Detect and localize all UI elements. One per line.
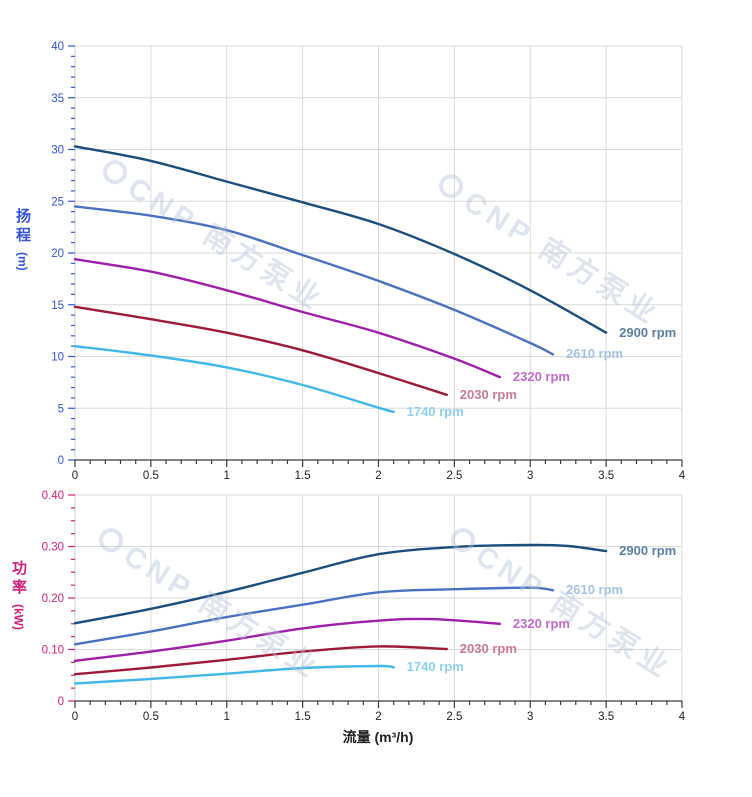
power-axis-title: 功率 (kW) — [8, 560, 29, 630]
power-curve-label-2610rpm: 2610 rpm — [566, 582, 624, 598]
power-curve-label-2320rpm: 2320 rpm — [512, 615, 570, 631]
head-ticks — [68, 45, 683, 467]
power-ytick-0.40: 0.40 — [42, 490, 64, 502]
head-xtick-2: 2 — [375, 470, 381, 482]
head-ytick-40: 40 — [51, 41, 64, 53]
head-curve-label-1740rpm: 1740 rpm — [406, 403, 464, 419]
power-ytick-0.10: 0.10 — [42, 645, 64, 657]
power-ytick-0: 0 — [58, 696, 64, 708]
head-xtick-3: 3 — [527, 470, 533, 482]
head-ytick-30: 30 — [51, 145, 64, 157]
power-curve-label-2900rpm: 2900 rpm — [619, 543, 677, 559]
power-xtick-0.5: 0.5 — [143, 711, 159, 723]
head-ytick-15: 15 — [51, 300, 64, 312]
power-curve-1740-rpm — [73, 664, 395, 685]
head-ytick-35: 35 — [51, 93, 64, 105]
power-tick-labels: 0 0.10 0.20 0.30 0.40 0 0.5 1 1.5 2 2.5 3 3.5 4 — [42, 490, 686, 723]
flow-axis-title: 流量 (m³/h) — [342, 729, 414, 745]
power-chart-plot: 0 0.10 0.20 0.30 0.40 0 0.5 1 1.5 2 2.5 3 3.5 4 — [42, 490, 686, 723]
power-ytick-0.30: 0.30 — [42, 542, 64, 554]
power-xtick-2: 2 — [375, 711, 381, 723]
head-curve-2030-rpm — [73, 305, 448, 396]
head-xtick-0: 0 — [72, 470, 78, 482]
head-xtick-1: 1 — [224, 470, 230, 482]
power-xtick-1.5: 1.5 — [295, 711, 311, 723]
head-axis-unit: (m) — [15, 252, 30, 271]
head-curve-label-2900rpm: 2900 rpm — [619, 324, 677, 340]
head-curve-label-2030rpm: 2030 rpm — [459, 386, 517, 402]
head-curve-2320-rpm — [73, 258, 502, 379]
head-axis-title: 扬程 (m) — [12, 208, 33, 271]
power-xtick-3: 3 — [527, 711, 533, 723]
power-grid — [75, 494, 683, 701]
power-xtick-0: 0 — [72, 711, 78, 723]
power-curve-2320-rpm — [73, 617, 502, 663]
power-curve-2610-rpm — [73, 586, 555, 646]
power-curve-label-2030rpm: 2030 rpm — [459, 640, 517, 656]
power-ytick-0.20: 0.20 — [42, 593, 64, 605]
head-curve-2900-rpm — [73, 145, 608, 334]
head-ytick-10: 10 — [51, 352, 64, 364]
head-ytick-5: 5 — [58, 403, 64, 415]
head-grid — [75, 45, 683, 460]
power-xtick-3.5: 3.5 — [598, 711, 614, 723]
power-curve-2900-rpm — [73, 543, 608, 625]
power-axis-title-text: 功率 — [10, 560, 27, 598]
head-tick-labels: 0 5 10 15 20 25 30 35 40 0 0.5 1 1.5 2 2.5 3 3.5 4 — [51, 41, 686, 482]
power-axis-unit: (kW) — [11, 604, 26, 630]
head-curve-1740-rpm — [73, 344, 395, 414]
power-curve-2030-rpm — [73, 645, 448, 676]
power-xtick-4: 4 — [679, 711, 686, 723]
head-curve-2610-rpm — [73, 205, 555, 356]
head-ytick-25: 25 — [51, 196, 64, 208]
head-xtick-1.5: 1.5 — [295, 470, 311, 482]
power-curve-label-1740rpm: 1740 rpm — [406, 659, 464, 675]
head-curve-label-2610rpm: 2610 rpm — [566, 346, 624, 362]
head-curve-label-2320rpm: 2320 rpm — [512, 369, 570, 385]
head-ytick-20: 20 — [51, 248, 64, 260]
head-chart-plot: 0 5 10 15 20 25 30 35 40 0 0.5 1 1.5 2 2.5 3 3.5 4 — [51, 41, 686, 482]
head-ytick-0: 0 — [58, 455, 64, 467]
power-ticks — [68, 494, 683, 708]
power-xtick-1: 1 — [224, 711, 230, 723]
head-xtick-2.5: 2.5 — [446, 470, 462, 482]
head-axis-title-text: 扬程 — [14, 208, 31, 246]
head-xtick-0.5: 0.5 — [143, 470, 159, 482]
head-xtick-4: 4 — [679, 470, 686, 482]
power-xtick-2.5: 2.5 — [446, 711, 462, 723]
head-xtick-3.5: 3.5 — [598, 470, 614, 482]
